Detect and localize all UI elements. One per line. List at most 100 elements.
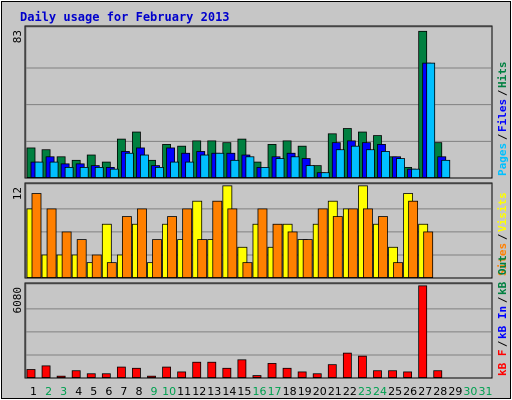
bar-sites-day-26	[408, 200, 419, 278]
bar-pages-day-6	[109, 168, 119, 178]
day-label-12: 12	[192, 385, 206, 398]
legend-hits: Hits	[496, 62, 509, 89]
day-label-22: 22	[343, 385, 357, 398]
bar-kb-f-day-23	[358, 355, 367, 378]
y-max-label-hits-files-pages: 83	[11, 30, 24, 43]
bar-sites-day-19	[302, 239, 313, 278]
bar-sites-day-23	[363, 208, 373, 278]
bar-kb-f-day-27	[418, 285, 428, 378]
bar-pages-day-17	[275, 158, 285, 178]
bar-pages-day-5	[94, 166, 104, 178]
bar-kb-f-day-28	[433, 370, 443, 378]
bar-pages-day-11	[185, 161, 195, 178]
bar-kb-f-day-8	[132, 367, 141, 378]
day-label-6: 6	[105, 385, 112, 398]
bar-kb-f-day-12	[192, 361, 202, 378]
bar-sites-day-6	[106, 262, 117, 278]
bar-sites-day-25	[393, 262, 403, 278]
bar-pages-day-18	[290, 156, 300, 178]
bar-sites-day-22	[347, 208, 358, 278]
bar-kb-f-day-6	[101, 373, 111, 378]
bar-pages-day-24	[381, 151, 390, 178]
bar-pages-day-28	[441, 159, 451, 178]
bar-pages-day-12	[200, 154, 210, 178]
legend-separator: /	[496, 340, 509, 347]
bar-sites-day-17	[272, 223, 283, 278]
bar-sites-day-16	[257, 208, 268, 278]
panel-kbytes	[24, 282, 493, 379]
chart-title: Daily usage for February 2013	[20, 10, 230, 24]
day-label-23: 23	[358, 385, 372, 398]
bar-kb-f-day-18	[282, 367, 292, 378]
bar-pages-day-4	[79, 166, 89, 178]
day-label-27: 27	[418, 385, 432, 398]
bar-kb-f-day-26	[403, 371, 413, 378]
bar-sites-day-1	[31, 193, 42, 278]
bar-sites-day-15	[242, 262, 253, 278]
day-label-20: 20	[313, 385, 327, 398]
bar-kb-f-day-21	[327, 364, 337, 378]
bar-pages-day-21	[335, 149, 345, 178]
bar-sites-day-7	[121, 216, 132, 278]
day-label-7: 7	[120, 385, 127, 398]
day-label-14: 14	[222, 385, 236, 398]
legend-sites: Sites	[496, 243, 509, 276]
bar-sites-day-2	[46, 208, 57, 278]
bar-sites-day-8	[137, 208, 147, 278]
bar-kb-f-day-25	[388, 370, 397, 378]
bar-sites-day-14	[227, 208, 238, 278]
legend-files: Files	[496, 99, 509, 132]
day-label-29: 29	[448, 385, 462, 398]
bar-pages-day-23	[366, 149, 375, 178]
bar-pages-day-1	[34, 161, 44, 178]
legend-visits: Visits	[496, 192, 509, 232]
bar-kb-f-day-7	[116, 366, 126, 378]
bar-sites-day-20	[317, 208, 328, 278]
legend-kb-out: kB Out	[496, 255, 509, 295]
y-max-label-kbytes: 6080	[11, 287, 24, 314]
bar-sites-day-27	[423, 231, 434, 278]
day-label-9: 9	[151, 385, 158, 398]
bar-kb-f-day-22	[342, 352, 352, 378]
bar-pages-day-8	[140, 154, 149, 178]
day-label-13: 13	[207, 385, 221, 398]
bar-sites-day-10	[167, 216, 177, 278]
day-label-1: 1	[30, 385, 37, 398]
bar-kb-f-day-16	[252, 375, 262, 378]
bar-pages-day-19	[305, 165, 315, 178]
day-label-19: 19	[298, 385, 312, 398]
bar-pages-day-22	[350, 145, 360, 178]
bar-pages-day-9	[155, 166, 164, 178]
legend-kb-in: kB In	[496, 306, 509, 339]
bar-sites-day-9	[152, 239, 162, 278]
bar-kb-f-day-3	[56, 375, 66, 378]
day-label-15: 15	[237, 385, 251, 398]
bar-kb-f-day-10	[162, 366, 171, 378]
day-label-28: 28	[433, 385, 447, 398]
bar-sites-day-13	[212, 200, 223, 278]
bar-kb-f-day-11	[177, 371, 187, 378]
day-label-16: 16	[253, 385, 267, 398]
bar-kb-f-day-17	[267, 363, 277, 378]
bar-pages-day-16	[260, 166, 270, 178]
bar-visits-day-6	[101, 223, 112, 278]
bar-pages-day-26	[411, 168, 421, 178]
y-max-label-visits-sites: 12	[11, 187, 24, 200]
panel-hits-files-pages	[24, 25, 493, 179]
day-label-3: 3	[60, 385, 67, 398]
bar-pages-day-2	[49, 161, 59, 178]
bar-kb-f-day-13	[207, 361, 217, 378]
day-label-21: 21	[328, 385, 342, 398]
bar-kb-f-day-19	[297, 371, 307, 378]
bar-pages-day-15	[245, 156, 255, 178]
bar-kb-f-day-5	[86, 373, 96, 378]
bar-sites-day-4	[76, 239, 87, 278]
day-label-4: 4	[75, 385, 82, 398]
bar-pages-day-27	[426, 62, 436, 178]
day-label-30: 30	[463, 385, 477, 398]
day-label-31: 31	[478, 385, 492, 398]
bar-kb-f-day-4	[71, 370, 81, 378]
day-label-10: 10	[162, 385, 176, 398]
